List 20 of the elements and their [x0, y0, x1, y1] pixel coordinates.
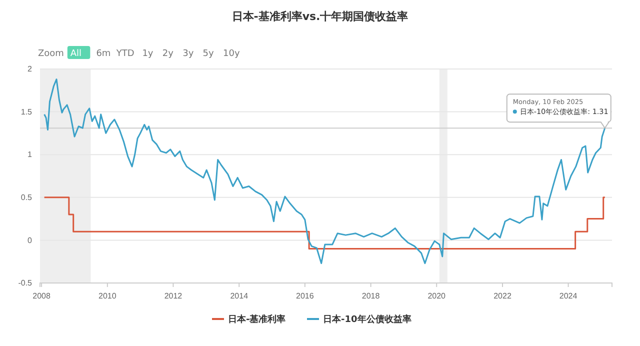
x-tick-label: 2016	[296, 292, 314, 301]
line-series	[44, 78, 606, 264]
x-tick-label: 2022	[494, 292, 512, 301]
y-tick-label: 2	[28, 64, 33, 74]
legend-label: 日本-基准利率	[228, 314, 286, 325]
x-tick-label: 2010	[98, 292, 117, 301]
y-tick-label: 1	[28, 150, 33, 160]
y-tick-label: 1.5	[20, 107, 33, 116]
y-tick-label: 0.5	[20, 192, 33, 202]
y-tick-label: 0	[28, 236, 33, 245]
x-tick-label: 2014	[230, 292, 249, 301]
x-tick-label: 2012	[164, 292, 183, 301]
chart-title: 日本-基准利率vs.十年期国债收益率	[232, 10, 408, 23]
legend-label: 日本-10年公债收益率	[323, 314, 412, 325]
x-tick-label: 2024	[559, 292, 578, 301]
y-tick-label: -0.5	[18, 278, 33, 288]
x-tick-label: 2018	[362, 292, 380, 301]
x-tick-label: 2008	[32, 292, 51, 301]
range-selector: Zoom All 6m YTD 1y 2y 3y 5y 10y	[38, 46, 240, 59]
x-tick-label: 2020	[428, 292, 446, 301]
